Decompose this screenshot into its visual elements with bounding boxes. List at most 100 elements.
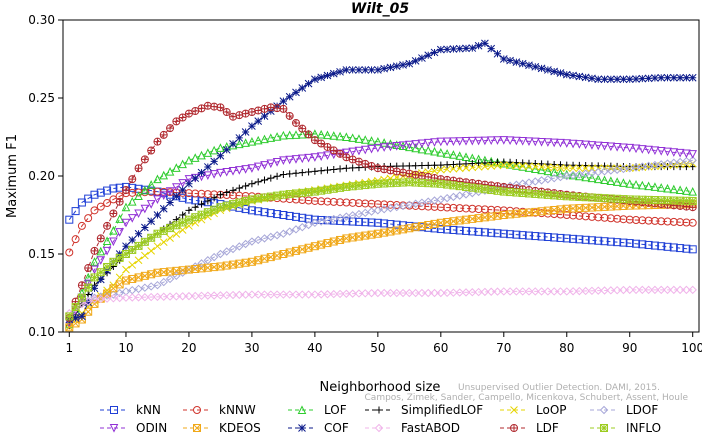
data-point — [279, 170, 287, 178]
data-point — [165, 187, 175, 196]
data-point — [411, 170, 420, 179]
data-point — [115, 214, 124, 223]
data-point — [411, 140, 420, 149]
data-point — [619, 215, 628, 224]
data-point — [272, 290, 282, 299]
data-point — [392, 62, 401, 71]
data-point — [606, 214, 615, 223]
data-point — [650, 146, 660, 156]
series-inflo — [65, 178, 697, 321]
data-point — [443, 161, 451, 169]
data-point — [361, 181, 370, 190]
data-point — [537, 137, 546, 147]
data-point — [468, 183, 477, 192]
data-point — [593, 141, 603, 151]
data-point — [96, 246, 106, 256]
data-point — [235, 242, 244, 251]
data-point — [657, 217, 666, 226]
data-point — [247, 237, 257, 246]
data-point — [455, 44, 464, 53]
data-point — [342, 164, 350, 172]
data-point — [159, 238, 168, 246]
data-point — [96, 234, 105, 243]
data-point — [379, 138, 389, 147]
data-point — [90, 284, 99, 293]
data-point — [71, 207, 80, 216]
data-point — [185, 179, 193, 188]
data-point — [147, 217, 156, 226]
data-point — [619, 164, 628, 174]
data-point — [556, 138, 565, 148]
data-point — [96, 188, 105, 197]
data-point — [260, 112, 269, 120]
x-tick-label: 1 — [65, 341, 73, 355]
data-point — [310, 187, 319, 196]
data-point — [90, 206, 99, 215]
data-point — [266, 192, 275, 201]
data-point — [594, 213, 603, 222]
data-point — [203, 101, 212, 110]
data-point — [688, 186, 698, 196]
data-point — [461, 137, 471, 146]
data-point — [209, 145, 219, 155]
data-point — [575, 235, 584, 244]
data-point — [675, 157, 685, 167]
data-point — [184, 291, 194, 301]
data-point — [228, 167, 238, 176]
data-point — [493, 158, 501, 166]
data-point — [279, 211, 288, 219]
data-point — [96, 256, 106, 265]
data-point — [266, 209, 275, 218]
data-point — [273, 191, 282, 200]
data-point — [581, 286, 590, 296]
data-point — [462, 160, 470, 168]
data-point — [581, 212, 590, 221]
data-point — [556, 164, 565, 172]
data-point — [203, 171, 213, 180]
data-point — [436, 288, 446, 298]
data-point — [632, 239, 641, 248]
data-point — [90, 273, 99, 282]
data-point — [373, 143, 383, 153]
data-point — [657, 285, 666, 295]
data-point — [141, 251, 149, 260]
data-point — [241, 165, 250, 174]
data-point — [361, 66, 370, 74]
data-point — [405, 169, 414, 178]
data-point — [556, 210, 565, 219]
data-point — [166, 234, 174, 242]
data-point — [657, 73, 666, 82]
data-point — [216, 168, 225, 178]
data-point — [204, 197, 212, 205]
data-point — [613, 214, 622, 223]
data-point — [644, 74, 653, 83]
data-point — [292, 169, 300, 177]
data-point — [638, 285, 647, 295]
data-point — [512, 136, 521, 146]
data-point — [512, 230, 521, 239]
data-point — [399, 168, 408, 177]
data-point — [153, 195, 162, 205]
data-point — [651, 74, 659, 82]
data-point — [405, 140, 414, 150]
data-point — [531, 160, 539, 168]
data-point — [203, 291, 213, 300]
data-point — [405, 162, 413, 170]
data-point — [134, 209, 143, 219]
data-point — [260, 234, 269, 243]
data-point — [524, 287, 534, 296]
data-point — [254, 194, 263, 203]
data-point — [676, 244, 685, 253]
data-point — [657, 163, 665, 171]
x-tick-label: 100 — [681, 341, 702, 355]
data-point — [209, 291, 219, 300]
data-point — [575, 164, 584, 173]
data-point — [455, 226, 464, 235]
data-point — [682, 285, 691, 295]
legend-label: INFLO — [626, 421, 661, 434]
data-point — [606, 142, 616, 152]
data-point — [71, 235, 80, 244]
data-point — [128, 175, 137, 184]
data-point — [468, 204, 477, 213]
